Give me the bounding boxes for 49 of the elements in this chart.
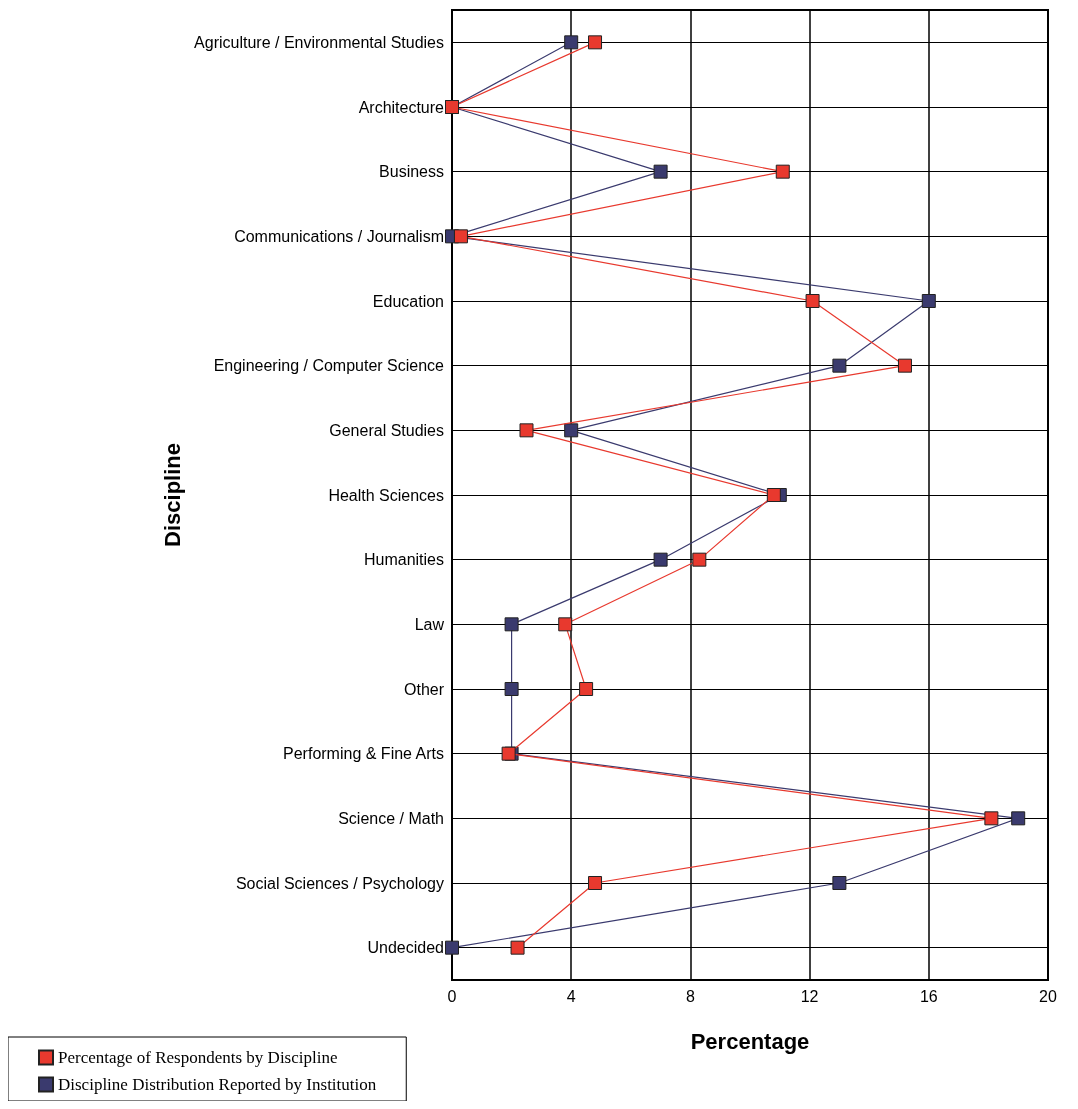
y-tick-label: Humanities <box>363 551 444 569</box>
legend-label: Discipline Distribution Reported by Institution <box>58 1075 377 1094</box>
y-tick-label: Science / Math <box>338 809 444 827</box>
y-tick-label: Undecided <box>367 939 444 957</box>
x-tick-label: 8 <box>685 987 695 1005</box>
y-tick-label: Law <box>414 615 445 633</box>
point <box>921 294 936 308</box>
point <box>510 940 525 955</box>
point <box>564 423 579 438</box>
point <box>692 552 707 567</box>
y-tick-label: Engineering / Computer Science <box>213 357 445 375</box>
y-tick-label: Social Sciences / Psychology <box>235 874 444 892</box>
point <box>653 552 668 567</box>
point <box>766 488 781 502</box>
point <box>805 294 820 308</box>
point <box>897 358 912 373</box>
x-tick-label: 4 <box>566 987 576 1005</box>
point <box>832 358 847 373</box>
x-tick-label: 16 <box>919 987 938 1005</box>
point <box>579 682 594 696</box>
y-tick-label: Agriculture / Environmental Studies <box>194 33 444 51</box>
point <box>445 940 459 955</box>
x-axis-title: Percentage <box>690 1028 810 1054</box>
point <box>504 682 519 696</box>
x-tick-label: 0 <box>447 987 457 1005</box>
point <box>558 617 573 632</box>
y-tick-label: Health Sciences <box>328 486 444 504</box>
point <box>984 811 999 826</box>
point <box>453 229 468 244</box>
y-tick-label: Other <box>403 680 445 698</box>
y-tick-label: General Studies <box>329 421 444 439</box>
y-tick-label: Communications / Journalism <box>234 227 444 245</box>
x-tick-label: 20 <box>1039 987 1057 1005</box>
point <box>588 35 603 50</box>
point <box>832 876 847 890</box>
legend-label: Percentage of Respondents by Discipline <box>58 1048 338 1067</box>
y-tick-label: Business <box>379 163 444 181</box>
point <box>588 876 603 890</box>
y-tick-label: Performing & Fine Arts <box>283 745 444 763</box>
y-tick-label: Architecture <box>358 98 445 116</box>
point <box>653 164 668 179</box>
point <box>564 35 579 50</box>
point <box>519 423 534 438</box>
x-tick-label: 12 <box>800 987 819 1005</box>
y-axis-title: Discipline <box>159 443 185 547</box>
point <box>775 164 790 179</box>
point <box>1011 811 1026 826</box>
point <box>504 617 519 632</box>
y-tick-label: Education <box>372 292 444 310</box>
